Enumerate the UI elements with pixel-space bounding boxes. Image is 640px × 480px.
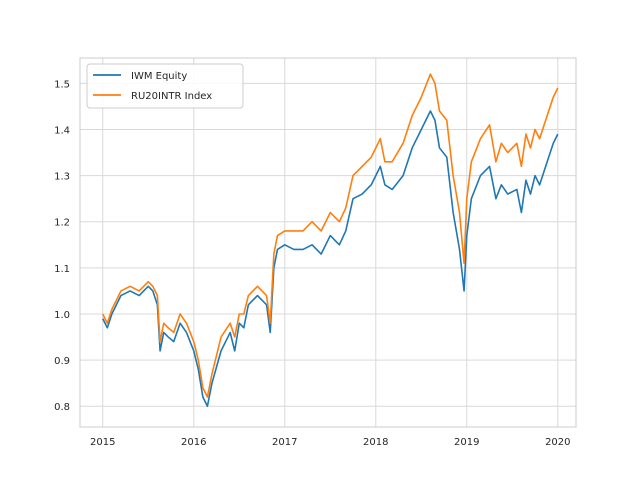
series-line-ru20intr-index (102, 73, 559, 398)
x-tick-label: 2020 (545, 437, 570, 448)
x-tick-label: 2015 (90, 437, 115, 448)
x-tick-label: 2019 (454, 437, 479, 448)
y-tick-label: 1.0 (54, 310, 70, 321)
series-lines (102, 73, 559, 408)
x-tick-label: 2017 (272, 437, 297, 448)
y-tick-label: 1.3 (54, 172, 70, 183)
y-tick-label: 0.9 (54, 356, 70, 367)
plot-background (80, 58, 576, 427)
y-tick-label: 1.4 (54, 125, 70, 136)
y-axis-ticks: 0.8 0.9 1.0 1.1 1.2 1.3 1.4 1.5 (54, 79, 70, 413)
y-tick-label: 1.2 (54, 218, 70, 229)
legend: IWM Equity RU20INTR Index (86, 63, 244, 109)
x-tick-label: 2018 (363, 437, 388, 448)
y-tick-label: 1.1 (54, 264, 70, 275)
x-tick-label: 2016 (181, 437, 206, 448)
legend-box (86, 63, 244, 109)
y-tick-label: 1.5 (54, 79, 70, 90)
legend-label-iwm: IWM Equity (131, 71, 187, 82)
legend-label-ru20intr: RU20INTR Index (131, 91, 212, 102)
x-axis-ticks: 2015 2016 2017 2018 2019 2020 (90, 437, 570, 448)
y-tick-label: 0.8 (54, 402, 70, 413)
plot-area (79, 57, 577, 428)
series-line-iwm-equity (102, 110, 559, 408)
plot-border (79, 57, 577, 428)
